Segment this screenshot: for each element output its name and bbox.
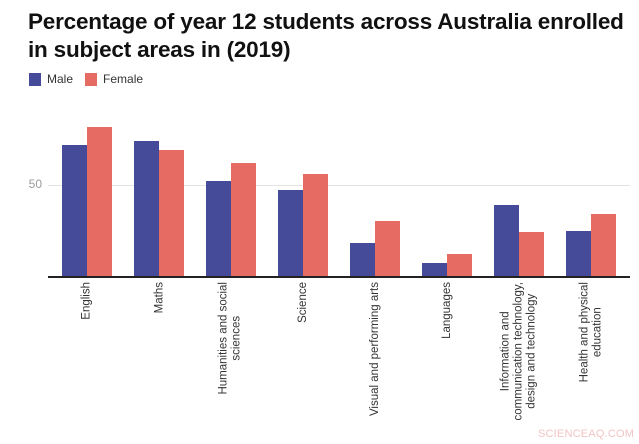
legend-item-male: Male [29,72,73,86]
bar-male-7 [566,230,591,276]
bar-female-1 [159,150,184,276]
x-tick-label: Information and communication technology… [499,282,537,421]
bar-female-6 [519,232,544,276]
bar-male-4 [350,243,375,276]
x-tick-label: Science [296,282,309,323]
x-axis-line [48,276,630,278]
bar-female-4 [375,221,400,276]
legend-swatch-male [29,72,41,86]
x-tick-label: Languages [440,282,453,339]
watermark: SCIENCEAQ.COM [538,428,635,440]
x-tick-label: Visual and performing arts [368,282,381,417]
legend-label-female: Female [103,72,144,86]
bar-male-5 [422,263,447,276]
bar-female-2 [231,163,256,276]
bar-male-1 [134,141,159,276]
bar-female-0 [87,126,112,276]
legend-label-male: Male [47,72,74,86]
gridline-50 [48,185,630,186]
x-tick-label: Health and physical education [578,282,604,383]
bar-male-2 [206,181,231,276]
bar-male-3 [278,190,303,276]
x-tick-label: English [80,282,93,320]
bar-male-0 [62,144,87,276]
legend-swatch-female [85,72,98,86]
bar-female-3 [303,174,328,276]
bar-male-6 [494,205,519,276]
legend-item-female: Female [85,72,143,86]
y-tick-label-50: 50 [28,177,42,191]
x-tick-label: Maths [152,282,165,314]
x-tick-label: Humanities and social sciences [217,282,243,395]
chart-title: Percentage of year 12 students across Au… [28,9,624,62]
chart-legend: Male Female [29,71,155,87]
bar-female-5 [447,254,472,276]
bar-female-7 [591,214,616,276]
